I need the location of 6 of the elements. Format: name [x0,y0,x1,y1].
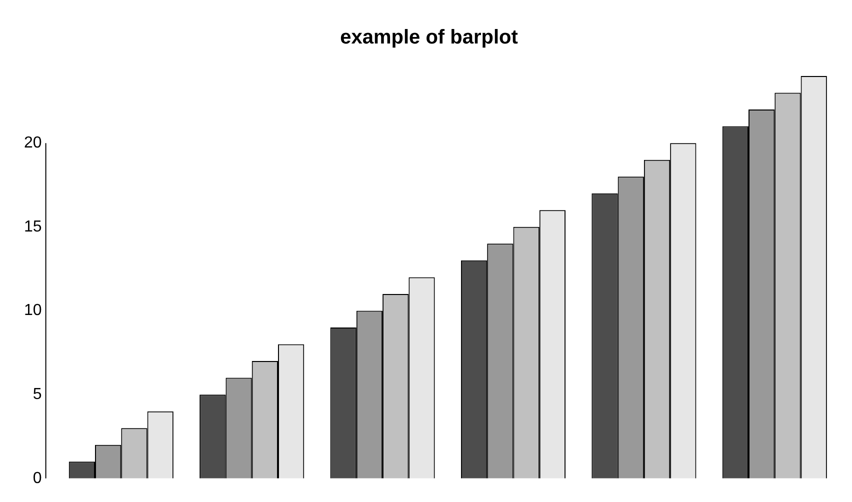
y-tick-label: 20 [24,134,42,152]
y-tick-label: 5 [32,386,42,403]
chart-title: example of barplot [340,26,518,49]
y-tick-label: 15 [24,218,42,236]
y-tick-label: 10 [24,302,42,320]
y-tick-label: 0 [32,470,42,487]
